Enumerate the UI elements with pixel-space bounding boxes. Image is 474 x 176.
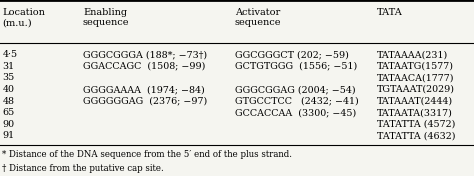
Text: TATAAAT(2444): TATAAAT(2444) [377,97,453,106]
Text: 90: 90 [2,120,15,129]
Text: GTGCCTCC   (2432; −41): GTGCCTCC (2432; −41) [235,97,358,106]
Text: 4·5: 4·5 [2,50,18,59]
Text: 48: 48 [2,97,14,106]
Text: TATAATA(3317): TATAATA(3317) [377,108,453,117]
Text: GCTGTGGG  (1556; −51): GCTGTGGG (1556; −51) [235,62,357,71]
Text: TGTAAAT(2029): TGTAAAT(2029) [377,85,455,94]
Text: GGGGGGAG  (2376; −97): GGGGGGAG (2376; −97) [83,97,207,106]
Text: GGGCGGAG (2004; −54): GGGCGGAG (2004; −54) [235,85,355,94]
Text: 65: 65 [2,108,15,117]
Text: * Distance of the DNA sequence from the 5′ end of the plus strand.: * Distance of the DNA sequence from the … [2,150,292,159]
Text: 91: 91 [2,131,15,140]
Text: GGCGGGCT (202; −59): GGCGGGCT (202; −59) [235,50,348,59]
Text: † Distance from the putative cap site.: † Distance from the putative cap site. [2,164,164,173]
Text: TATATTA (4632): TATATTA (4632) [377,131,456,140]
Text: GGGCGGGA (188*; −73†): GGGCGGGA (188*; −73†) [83,50,207,59]
Text: TATAATG(1577): TATAATG(1577) [377,62,454,71]
Text: TATA: TATA [377,8,402,17]
Text: 31: 31 [2,62,15,71]
Text: GGGGAAAA  (1974; −84): GGGGAAAA (1974; −84) [83,85,205,94]
Text: TATAACA(1777): TATAACA(1777) [377,73,455,82]
Text: GGACCAGC  (1508; −99): GGACCAGC (1508; −99) [83,62,205,71]
Text: TATAAAA(231): TATAAAA(231) [377,50,448,59]
Text: Location
(m.u.): Location (m.u.) [2,8,45,27]
Text: GCCACCAA  (3300; −45): GCCACCAA (3300; −45) [235,108,356,117]
Text: Activator
sequence: Activator sequence [235,8,281,27]
Text: 40: 40 [2,85,14,94]
Text: Enabling
sequence: Enabling sequence [83,8,129,27]
Text: TATATTA (4572): TATATTA (4572) [377,120,455,129]
Text: 35: 35 [2,73,15,82]
